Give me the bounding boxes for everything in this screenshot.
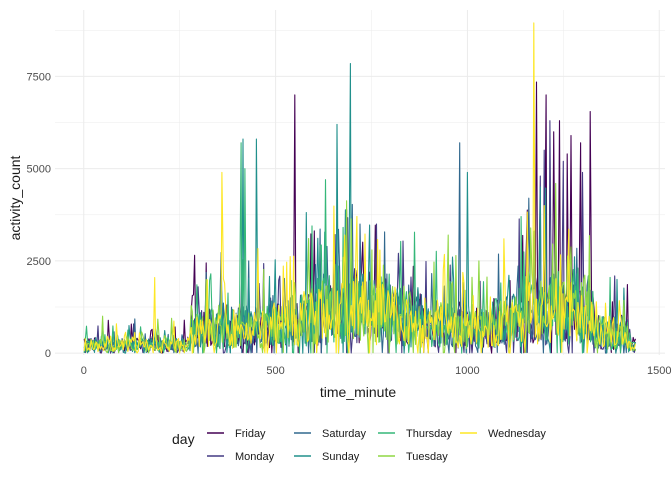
x-tick-label: 1500 [647, 365, 671, 377]
x-tick-label: 1000 [455, 365, 479, 377]
legend-label-saturday: Saturday [322, 428, 367, 440]
legend-title: day [172, 431, 195, 447]
y-tick-label: 0 [45, 348, 51, 360]
y-axis-title: activity_count [7, 155, 23, 240]
legend-label-monday: Monday [235, 451, 275, 463]
legend: day Friday Monday Saturday Sunday Thursday Tu… [172, 428, 546, 463]
y-tick-label: 7500 [27, 71, 51, 83]
series-lines [83, 22, 637, 354]
legend-label-thursday: Thursday [406, 428, 452, 440]
x-axis-title: time_minute [320, 384, 396, 400]
legend-label-tuesday: Tuesday [406, 451, 448, 463]
x-tick-label: 500 [266, 365, 284, 377]
series-line-tuesday [84, 182, 637, 354]
y-tick-label: 5000 [27, 164, 51, 176]
x-tick-label: 0 [81, 365, 87, 377]
legend-label-wednesday: Wednesday [488, 428, 546, 440]
y-tick-label: 2500 [27, 256, 51, 268]
legend-label-friday: Friday [235, 428, 266, 440]
series-line-wednesday [83, 22, 637, 354]
legend-label-sunday: Sunday [322, 451, 360, 463]
axis-tick-labels: 0 500 1000 1500 0 2500 5000 7500 [27, 71, 672, 377]
